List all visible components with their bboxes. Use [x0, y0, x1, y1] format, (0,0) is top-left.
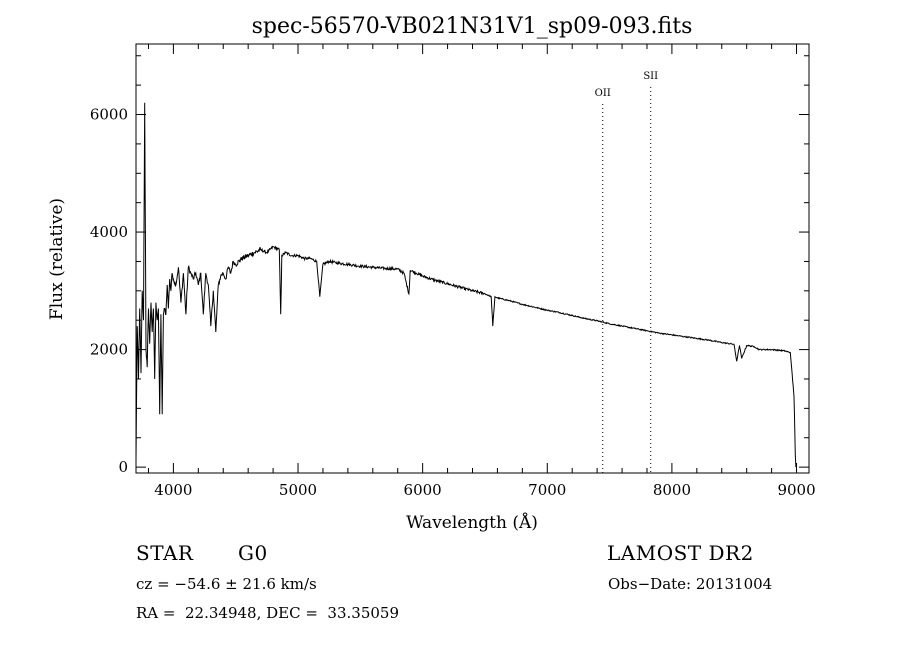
x-axis-label: Wavelength (Å) — [406, 512, 538, 533]
line-markers: OII SII — [595, 71, 658, 473]
line-marker-label: OII — [595, 88, 611, 99]
spectral-subclass: G0 — [238, 541, 268, 565]
x-tick-label: 7000 — [528, 481, 566, 499]
axes: 4000 5000 6000 7000 8000 9000 0 2000 4000 6000 — [90, 43, 816, 499]
y-axis-label: Flux (relative) — [47, 198, 67, 320]
coordinates-readout: RA = 22.34948, DEC = 33.35059 — [136, 604, 400, 622]
observation-date: Obs−Date: 20131004 — [608, 575, 773, 593]
x-tick-label: 4000 — [154, 481, 192, 499]
spectrum-line — [135, 102, 797, 468]
chart-title: spec-56570-VB021N31V1_sp09-093.fits — [252, 14, 693, 39]
survey-name: LAMOST DR2 — [607, 541, 754, 565]
x-tick-label: 6000 — [404, 481, 442, 499]
x-tick-label: 9000 — [777, 481, 815, 499]
y-tick-label: 0 — [118, 458, 128, 476]
object-class: STAR — [136, 541, 194, 565]
x-tick-label: 5000 — [279, 481, 317, 499]
redshift-readout: cz = −54.6 ± 21.6 km/s — [136, 575, 317, 593]
plot-frame — [135, 43, 810, 474]
y-tick-label: 6000 — [90, 106, 128, 124]
y-tick-label: 4000 — [90, 223, 128, 241]
y-tick-label: 2000 — [90, 341, 128, 359]
line-marker-label: SII — [643, 71, 658, 82]
x-tick-label: 8000 — [653, 481, 691, 499]
